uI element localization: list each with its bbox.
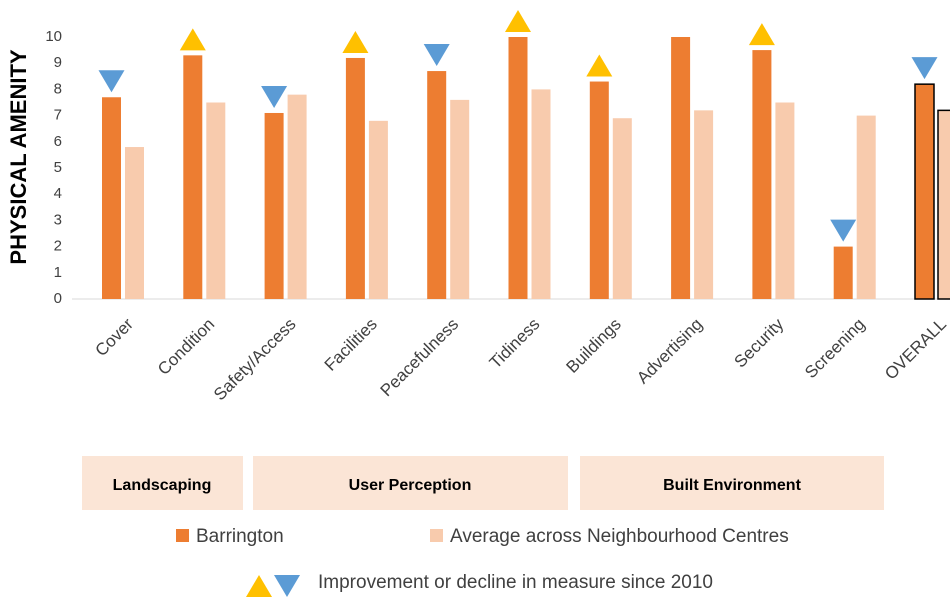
group-label: User Perception: [349, 477, 472, 494]
legend-label: Average across Neighbourhood Centres: [450, 526, 789, 547]
bar: [694, 110, 714, 299]
change-marker: [505, 10, 531, 32]
change-marker: [179, 28, 206, 51]
legend-label: Improvement or decline in measure since …: [318, 572, 713, 593]
legend-swatch: [430, 529, 443, 542]
y-tick-label: 5: [54, 159, 62, 176]
x-tick-label: Security: [731, 314, 788, 371]
x-tick-label: Tidiness: [486, 315, 544, 373]
bar: [450, 99, 470, 299]
bar: [612, 118, 632, 299]
y-tick-label: 2: [54, 238, 62, 255]
change-marker: [98, 70, 125, 93]
change-marker: [423, 44, 450, 67]
legend-label: Barrington: [196, 526, 284, 547]
bar: [752, 50, 772, 299]
bar: [427, 71, 447, 299]
change-marker: [246, 575, 272, 597]
bar: [102, 97, 121, 299]
x-tick-label: OVERALL: [881, 315, 950, 384]
x-tick-label: Advertising: [633, 315, 706, 388]
x-tick-label: Facilities: [321, 315, 381, 375]
x-tick-label: Peacefulness: [377, 315, 463, 401]
change-marker: [748, 23, 775, 46]
y-tick-label: 9: [54, 54, 62, 71]
group-label: Built Environment: [663, 477, 801, 494]
change-marker: [274, 575, 300, 597]
bar: [589, 81, 609, 299]
bar: [368, 120, 388, 299]
bar: [287, 94, 307, 299]
bar: [183, 55, 203, 300]
legend-swatch: [176, 529, 189, 542]
y-tick-label: 8: [54, 80, 62, 97]
bar: [206, 102, 226, 299]
bar: [775, 102, 795, 299]
bar: [914, 83, 935, 300]
group-box: [580, 456, 884, 510]
y-tick-label: 7: [54, 107, 62, 124]
bar: [671, 37, 691, 299]
y-tick-label: 1: [54, 264, 62, 281]
group-box: [253, 456, 568, 510]
bar: [856, 115, 876, 299]
change-marker: [342, 30, 369, 53]
y-tick-label: 6: [54, 133, 62, 150]
x-tick-label: Cover: [91, 314, 137, 360]
x-tick-label: Buildings: [563, 315, 625, 377]
change-marker: [911, 57, 938, 80]
change-marker: [586, 54, 613, 77]
y-tick-label: 10: [45, 28, 62, 45]
group-box: [82, 456, 243, 510]
bar: [125, 147, 144, 299]
bar: [508, 37, 528, 299]
bar: [264, 112, 284, 299]
y-tick-label: 3: [54, 211, 62, 228]
x-tick-label: Safety/Access: [210, 315, 300, 405]
bar: [937, 109, 950, 300]
change-marker: [830, 219, 857, 242]
y-tick-label: 0: [54, 290, 62, 307]
x-tick-label: Condition: [154, 315, 218, 379]
group-label: Landscaping: [113, 477, 212, 494]
bar: [531, 89, 551, 300]
bar: [345, 57, 365, 300]
x-tick-label: Screening: [801, 315, 869, 383]
y-axis-label: PHYSICAL AMENITY: [6, 49, 31, 264]
y-tick-label: 4: [54, 185, 62, 202]
bar: [833, 246, 853, 299]
change-marker: [261, 85, 288, 108]
